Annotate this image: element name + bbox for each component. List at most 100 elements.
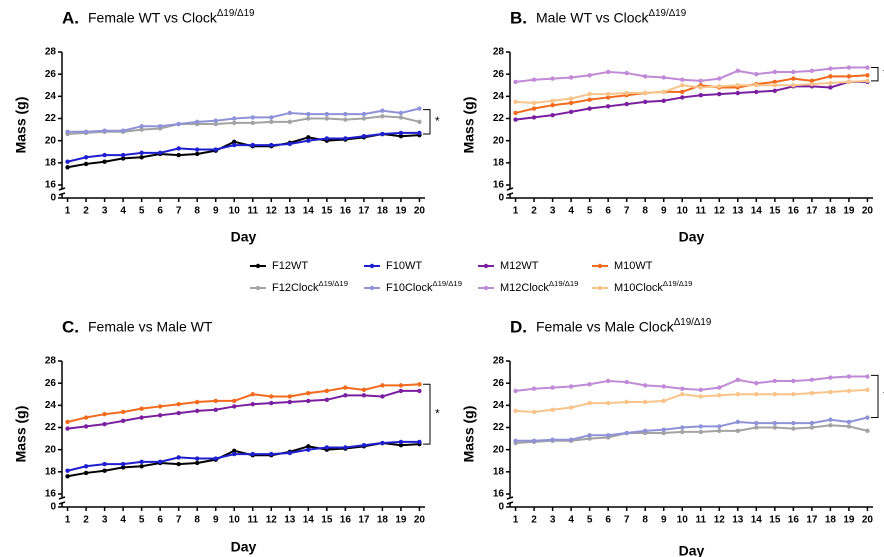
data-point [324,388,330,394]
data-point [568,75,574,80]
x-tick-label: 19 [395,206,407,217]
data-point [398,439,404,445]
data-point [846,388,852,394]
data-point [828,417,833,422]
data-point [343,385,348,390]
x-tick-label: 13 [284,206,296,217]
y-tick-label: 16 [45,489,57,500]
data-point [102,159,107,164]
data-point [791,420,796,426]
x-tick-label: 7 [624,206,630,217]
data-point [698,387,703,393]
significance-bracket [871,374,879,419]
data-point [698,429,703,435]
x-tick-label: 16 [340,206,352,217]
y-tick-label: 22 [493,113,505,124]
data-point [513,79,518,85]
data-point [513,438,518,443]
y-tick-label: 16 [493,489,505,500]
y-tick-label: 24 [45,400,57,411]
data-point [680,95,685,100]
data-point [772,392,778,397]
data-point [735,392,741,397]
data-point [717,428,722,434]
data-point [587,400,592,406]
x-tick-label: 5 [139,515,145,526]
data-point [287,141,293,147]
data-point [754,425,759,430]
series-line [515,80,868,121]
data-point [809,78,815,84]
data-point [846,419,852,425]
y-tick-label: 0 [498,502,504,513]
data-point [846,374,852,379]
legend: F12WT F10WT M12WT M10WT F12ClockΔ19/Δ19 F10Cl… [250,260,692,294]
data-point [550,98,555,103]
data-point [809,425,815,430]
y-tick-label: 24 [45,91,57,102]
data-point [102,421,107,427]
legend-marker [597,285,603,291]
data-point [624,399,629,405]
data-point [213,398,218,404]
x-tick-label: 5 [139,206,145,217]
data-point [754,392,759,397]
x-axis-label: Day [231,539,257,555]
legend-label: M10ClockΔ19/Δ19 [614,279,692,294]
data-point [176,121,181,127]
x-tick-label: 3 [550,515,556,526]
data-point [605,91,611,97]
data-point [717,91,722,97]
axis-break [506,187,514,191]
x-tick-label: 13 [732,206,744,217]
y-axis-label: Mass (g) [461,97,477,154]
y-tick-label: 16 [493,180,505,191]
data-point [717,385,722,390]
data-point [306,444,311,449]
data-point [194,151,200,157]
panel: B. Male WT vs ClockΔ19/Δ19016182022242628… [461,8,884,245]
data-point [343,445,348,450]
data-point [157,124,163,129]
x-tick-label: 16 [788,206,800,217]
panel: D. Female vs Male ClockΔ19/Δ1901618202224… [461,317,884,557]
x-axis-label: Day [679,229,705,245]
x-tick-label: 18 [377,206,389,217]
data-point [642,399,648,405]
x-tick-label: 17 [358,206,370,217]
axis-break [58,192,66,196]
x-tick-label: 7 [176,515,182,526]
data-point [605,104,611,109]
data-point [828,375,833,380]
significance-bracket [423,383,431,445]
legend-marker [483,263,489,269]
data-point [417,130,422,136]
x-tick-label: 18 [377,515,389,526]
data-point [680,77,685,82]
data-point [735,377,741,383]
legend-label: F12ClockΔ19/Δ19 [272,279,348,294]
data-point [176,455,181,460]
significance-bracket [423,109,431,135]
data-point [605,400,611,406]
x-tick-label: 4 [568,206,574,217]
data-point [287,399,293,405]
data-point [624,379,629,385]
data-point [343,393,348,398]
data-point [624,90,629,96]
data-point [380,131,385,137]
x-tick-label: 18 [825,206,837,217]
data-point [568,437,574,442]
data-point [232,451,237,457]
data-point [605,95,611,100]
data-point [550,437,555,442]
data-point [102,128,107,133]
legend-marker [255,285,261,291]
data-point [398,110,404,116]
data-point [846,424,852,429]
panel-letter: C. [62,317,79,336]
data-point [828,423,833,428]
data-point [139,150,144,156]
data-point [83,155,89,160]
